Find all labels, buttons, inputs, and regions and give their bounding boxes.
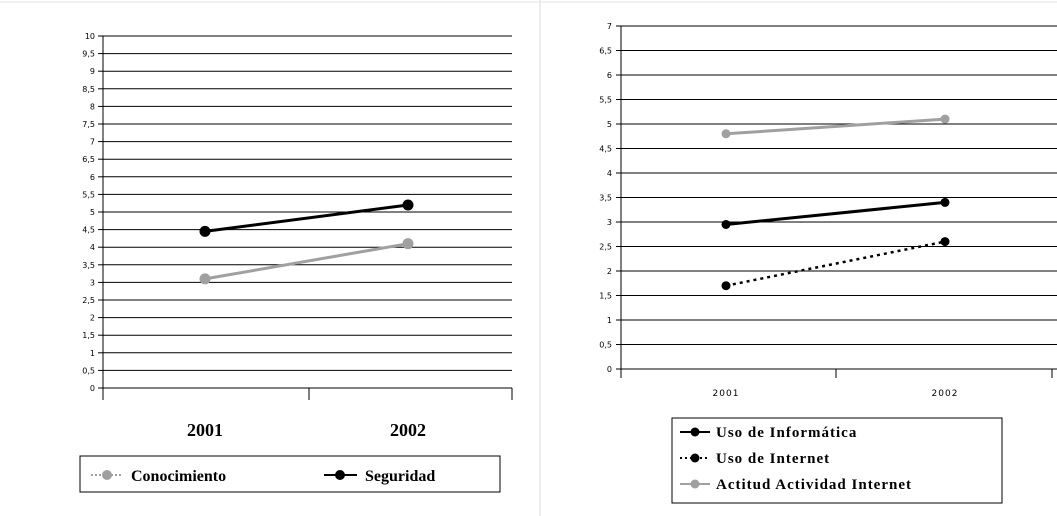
data-point-uso-de-internet	[940, 237, 950, 247]
legend-swatch-marker	[690, 453, 700, 463]
y-tick-label: 2,5	[599, 243, 612, 252]
left-chart-legend: Conocimiento Seguridad	[79, 455, 501, 493]
y-tick-label: 3,5	[599, 194, 612, 203]
x-tick-label: 2001	[713, 389, 740, 399]
y-tick-label: 0,5	[82, 366, 95, 375]
legend-label: Seguridad	[365, 468, 435, 485]
y-tick-label: 1	[90, 349, 95, 358]
y-tick-label: 1,5	[599, 292, 612, 301]
y-tick-label: 6	[90, 173, 95, 182]
legend-label: Actitud Actividad Internet	[716, 477, 912, 493]
series-line-conocimiento	[204, 242, 409, 281]
legend-label: Uso de Informática	[716, 425, 857, 441]
data-point-seguridad	[402, 199, 414, 211]
y-tick-label: 7,5	[82, 120, 95, 129]
left-chart-tick-labels: 0 0,5 1 1,5 2 2,5 3 3,5 4 4,5 5 5,5 6 6,5 7 7,5 8 8,5 9 9,5…	[82, 32, 426, 440]
data-point-uso-de-informatica	[721, 219, 731, 229]
y-tick-label: 4,5	[599, 145, 612, 154]
left-chart-series	[199, 199, 414, 285]
right-chart-series	[721, 114, 950, 291]
left-chart-axes	[98, 35, 513, 400]
data-point-actitud-actividad-internet	[721, 129, 731, 139]
y-tick-label: 2,5	[82, 296, 95, 305]
right-chart-gridlines	[621, 25, 1057, 370]
left-chart: 0 0,5 1 1,5 2 2,5 3 3,5 4 4,5 5 5,5 6 6,5 7 7,5 8 8,5 9 9,5…	[79, 32, 513, 493]
legend-label: Conocimiento	[131, 468, 226, 485]
y-tick-label: 9,5	[82, 50, 95, 59]
y-tick-label: 8,5	[82, 85, 95, 94]
right-chart-legend: Uso de Informática Uso de Internet Actitud…	[671, 417, 1003, 504]
y-tick-label: 5	[607, 120, 612, 129]
y-tick-label: 0	[607, 365, 612, 374]
y-tick-label: 10	[85, 32, 95, 41]
data-point-seguridad	[199, 225, 211, 237]
right-chart-axes	[616, 25, 1053, 378]
legend-box	[671, 417, 1003, 504]
legend-swatch-marker	[690, 427, 700, 437]
left-chart-gridlines	[103, 35, 512, 389]
y-tick-label: 2	[90, 314, 95, 323]
legend-label: Uso de Internet	[716, 451, 830, 467]
series-line-uso-de-internet	[725, 240, 946, 287]
y-tick-label: 4,5	[82, 226, 95, 235]
x-tick-label: 2002	[932, 389, 959, 399]
right-chart: 0 0,5 1 1,5 2 2,5 3 3,5 4 4,5 5 5,5 6 6,5 7 2001 2002 Us…	[599, 22, 1057, 504]
series-line-actitud-actividad-internet	[725, 117, 946, 136]
y-tick-label: 2	[607, 267, 612, 276]
data-point-actitud-actividad-internet	[940, 114, 950, 124]
y-tick-label: 4	[90, 243, 95, 252]
y-tick-label: 4	[607, 169, 612, 178]
data-point-conocimiento	[402, 238, 414, 250]
y-tick-label: 5,5	[599, 96, 612, 105]
y-tick-label: 1,5	[82, 331, 95, 340]
y-tick-label: 5,5	[82, 190, 95, 199]
y-tick-label: 3,5	[82, 261, 95, 270]
y-tick-label: 8	[90, 102, 95, 111]
y-tick-label: 7	[90, 138, 95, 147]
data-point-uso-de-informatica	[940, 197, 950, 207]
series-line-uso-de-informatica	[725, 200, 946, 226]
y-tick-label: 1	[607, 316, 612, 325]
y-tick-label: 3	[607, 218, 612, 227]
x-tick-label: 2001	[187, 420, 223, 440]
y-tick-label: 0	[90, 384, 95, 393]
legend-swatch-marker	[102, 470, 112, 480]
y-tick-label: 6,5	[82, 155, 95, 164]
legend-swatch-marker	[690, 479, 700, 489]
right-chart-tick-labels: 0 0,5 1 1,5 2 2,5 3 3,5 4 4,5 5 5,5 6 6,5 7 2001 2002	[599, 22, 959, 399]
y-tick-label: 3	[90, 278, 95, 287]
y-tick-label: 0,5	[599, 341, 612, 350]
y-tick-label: 6,5	[599, 47, 612, 56]
x-tick-label: 2002	[390, 420, 426, 440]
y-tick-label: 5	[90, 208, 95, 217]
y-tick-label: 7	[607, 22, 612, 31]
data-point-conocimiento	[199, 273, 211, 285]
y-tick-label: 6	[607, 71, 612, 80]
y-tick-label: 9	[90, 67, 95, 76]
series-line-seguridad	[204, 203, 409, 233]
data-point-uso-de-internet	[721, 281, 731, 291]
legend-box	[79, 455, 501, 493]
legend-swatch-marker	[335, 470, 345, 480]
